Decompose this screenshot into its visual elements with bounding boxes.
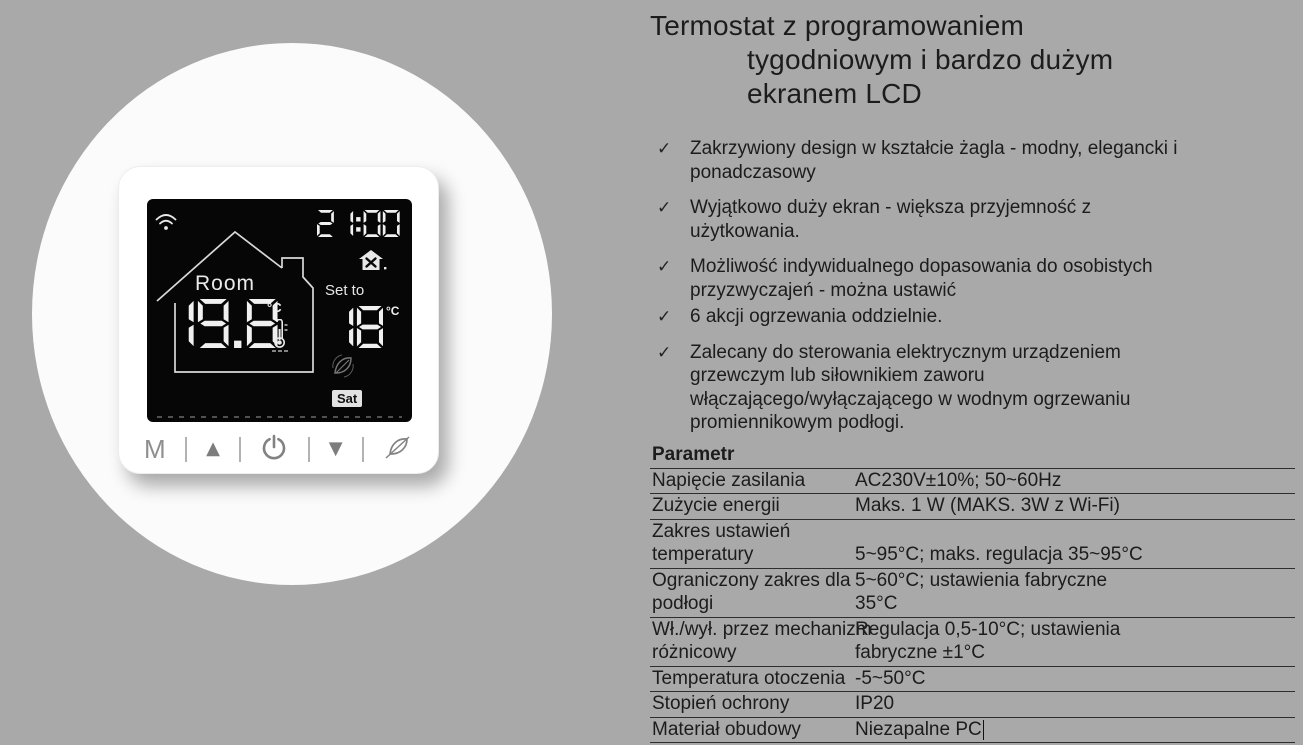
param-label-cell: Temperatura otoczenia (652, 667, 846, 689)
page-title: Termostat z programowaniem tygodniowym i … (650, 9, 1300, 111)
param-label-cell: Zakres ustawień temperatury (652, 520, 791, 566)
param-value-cell: Regulacja 0,5-10°C; ustawienia fabryczne… (855, 618, 1121, 664)
param-value-cell: Niezapalne PC (853, 717, 1198, 743)
button-separator (239, 436, 242, 462)
param-label-cell: Ograniczony zakres dla podłogi (652, 569, 851, 615)
leaf-icon (330, 353, 356, 384)
table-row: Wł./wył. przez mechanizm różnicowy Regul… (650, 617, 1295, 666)
table-row: Stopień ochrony IP20 (650, 692, 1295, 717)
backdrop-circle: Room °C (32, 43, 552, 585)
feature-item: ✓ Wyjątkowo duży ekran - większa przyjem… (650, 196, 1300, 243)
set-temperature (327, 306, 384, 348)
check-icon: ✓ (657, 139, 672, 159)
check-icon: ✓ (657, 257, 672, 277)
feature-list: ✓ Zakrzywiony design w kształcie żagla -… (650, 137, 1300, 435)
feature-item: ✓ Zakrzywiony design w kształcie żagla -… (650, 137, 1300, 184)
param-label-cell: Napięcie zasilania (652, 469, 806, 491)
feature-text: Możliwość indywidualnego dopasowania do … (690, 256, 1153, 301)
house-tools-icon (359, 249, 387, 278)
title-line: ekranem LCD (747, 78, 922, 109)
title-line: tygodniowym i bardzo dużym (747, 44, 1114, 75)
eco-button[interactable] (383, 433, 413, 466)
room-temperature (163, 299, 278, 348)
title-line: Termostat z programowaniem (650, 10, 1024, 41)
check-icon: ✓ (657, 342, 672, 363)
feature-item: ✓ 6 akcji ogrzewania oddzielnie. (650, 305, 1300, 329)
param-label-cell: Stopień ochrony (652, 693, 790, 714)
check-icon: ✓ (657, 307, 672, 327)
lcd-bottom-dashes (157, 416, 402, 418)
param-label-cell: Wł./wył. przez mechanizm różnicowy (652, 618, 872, 664)
feature-text: Zalecany do sterowania elektrycznym urzą… (690, 341, 1131, 434)
table-row: Ograniczony zakres dla podłogi 5~60°C; u… (650, 568, 1295, 617)
parameter-table: Parametr Napięcie zasilania AC230V±10%; … (650, 443, 1295, 744)
thermometer-icon (270, 318, 290, 361)
param-value-cell: Maks. 1 W (MAKS. 3W z Wi-Fi) (855, 495, 1120, 516)
thermostat-screen: Room °C (147, 199, 412, 422)
table-row: Temperatura otoczenia -5~50°C (650, 666, 1295, 692)
param-value-cell: 5~60°C; ustawienia fabryczne 35°C (855, 569, 1108, 615)
power-button[interactable] (260, 433, 288, 466)
house-outline (147, 199, 412, 427)
feature-item: ✓ Możliwość indywidualnego dopasowania d… (650, 255, 1300, 302)
feature-text: 6 akcji ogrzewania oddzielnie. (690, 306, 943, 327)
wifi-icon (155, 212, 177, 236)
table-row: Zakres ustawień temperatury 5~95°C; maks… (650, 519, 1295, 568)
param-label-cell: Zużycie energii (652, 495, 780, 516)
mode-button[interactable]: M (144, 434, 166, 464)
text-cursor (982, 719, 985, 740)
table-row: Zużycie energii Maks. 1 W (MAKS. 3W z Wi… (650, 494, 1295, 519)
day-badge: Sat (332, 390, 363, 407)
button-separator (307, 436, 310, 462)
set-temp-unit: °C (386, 304, 400, 318)
table-header-row: Parametr (650, 443, 1295, 468)
set-to-label: Set to (325, 282, 365, 299)
table-header: Parametr (652, 443, 735, 465)
table-row: Napięcie zasilania AC230V±10%; 50~60Hz (650, 468, 1295, 494)
feature-text: Zakrzywiony design w kształcie żagla - m… (690, 138, 1178, 183)
time-display (317, 210, 400, 237)
up-button[interactable]: ▲ (206, 438, 220, 459)
thermostat-device: Room °C (118, 166, 439, 474)
button-separator (184, 436, 187, 462)
param-value-cell: IP20 (855, 693, 895, 714)
room-label: Room (195, 272, 256, 295)
down-button[interactable]: ▼ (328, 438, 343, 459)
device-buttons: M ▲ ▼ (144, 432, 413, 466)
button-separator (361, 436, 364, 462)
param-value-cell: -5~50°C (855, 667, 926, 689)
feature-text: Wyjątkowo duży ekran - większa przyjemno… (690, 197, 1092, 242)
feature-item: ✓ Zalecany do sterowania elektrycznym ur… (650, 341, 1300, 435)
param-value-cell: AC230V±10%; 50~60Hz (855, 469, 1062, 491)
param-value-cell: 5~95°C; maks. regulacja 35~95°C (855, 544, 1143, 565)
room-temp-unit: °C (267, 300, 282, 315)
param-label-cell: Materiał obudowy (652, 718, 801, 740)
product-description: Termostat z programowaniem tygodniowym i … (650, 0, 1300, 743)
table-row: Materiał obudowy Niezapalne PC (650, 717, 1295, 743)
check-icon: ✓ (657, 198, 672, 218)
